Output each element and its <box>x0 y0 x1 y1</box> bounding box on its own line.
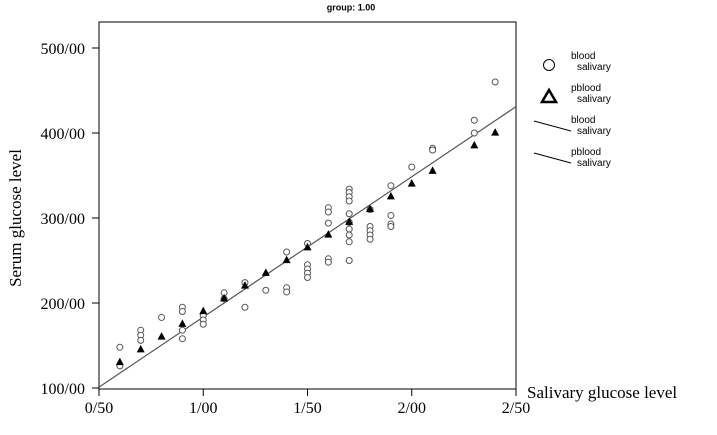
legend-label-line1: pblood <box>571 147 601 158</box>
data-point-circle <box>241 303 249 311</box>
data-point-triangle <box>115 357 124 366</box>
data-point-circle <box>324 258 332 266</box>
data-point-circle <box>470 129 478 137</box>
data-point-triangle <box>282 255 291 264</box>
x-axis-label: Salivary glucose level <box>527 383 677 402</box>
legend-triangle-icon <box>539 87 559 104</box>
data-point-circle <box>158 313 166 321</box>
data-point-circle <box>345 231 353 239</box>
data-point-triangle <box>240 281 249 289</box>
y-tick-label: 500/00 <box>41 41 85 58</box>
y-tick-label: 100/00 <box>41 381 85 398</box>
data-point-circle <box>387 182 395 190</box>
legend-label-line1: blood <box>571 115 595 126</box>
data-point-circle <box>345 238 353 246</box>
data-point-circle <box>491 78 499 86</box>
data-point-circle <box>178 335 186 343</box>
data-point-circle <box>283 248 291 256</box>
legend-label-line2: salivary <box>577 158 611 169</box>
legend-circle-icon <box>543 59 555 71</box>
data-point-triangle <box>345 217 354 225</box>
chart-title: group: 1.00 <box>327 2 376 12</box>
data-point-circle <box>199 320 207 328</box>
y-axis-label: Serum glucose level <box>6 149 25 287</box>
data-point-triangle <box>407 179 416 187</box>
data-point-triangle <box>261 268 270 276</box>
data-point-circle <box>116 343 124 351</box>
legend-label-line1: pblood <box>571 83 601 94</box>
data-point-circle <box>345 257 353 264</box>
data-point-triangle <box>491 128 500 136</box>
x-tick-label: 1/50 <box>293 400 321 417</box>
data-point-circle <box>324 208 332 216</box>
data-point-triangle <box>220 293 229 302</box>
tick-labels: 0/50 1/00 1/50 2/00 2/50 100/00 200/00 300/00 40… <box>41 41 531 417</box>
data-point-circle <box>387 223 395 230</box>
data-point-triangle <box>366 204 375 213</box>
data-point-circle <box>178 308 186 315</box>
data-points <box>115 78 500 370</box>
data-point-triangle <box>324 230 333 238</box>
legend: bloodsalivarypbloodsalivarybloodsalivary… <box>533 51 611 169</box>
axis-ticks <box>92 47 517 396</box>
legend-line-icon <box>533 152 572 164</box>
data-point-circle <box>408 163 416 171</box>
data-point-circle <box>345 225 353 233</box>
y-tick-label: 400/00 <box>41 126 85 143</box>
y-tick-label: 300/00 <box>41 211 85 228</box>
x-tick-label: 0/50 <box>85 400 113 417</box>
data-point-circle <box>345 197 353 205</box>
data-point-triangle <box>303 242 312 251</box>
data-point-circle <box>262 286 270 294</box>
y-tick-label: 200/00 <box>41 296 85 313</box>
data-point-circle <box>324 219 332 227</box>
data-point-triangle <box>157 332 166 340</box>
data-point-circle <box>283 288 291 296</box>
legend-line-icon <box>533 120 572 132</box>
data-point-circle <box>366 235 374 243</box>
data-point-circle <box>178 326 186 334</box>
data-point-circle <box>137 336 145 344</box>
legend-label-line2: salivary <box>577 94 611 105</box>
data-point-triangle <box>386 191 395 200</box>
data-point-circle <box>304 274 311 281</box>
data-point-circle <box>429 146 437 154</box>
x-tick-label: 2/00 <box>398 400 426 417</box>
x-tick-label: 1/00 <box>189 400 217 417</box>
data-point-triangle <box>428 166 437 174</box>
legend-label-line2: salivary <box>577 126 611 137</box>
data-point-triangle <box>199 306 208 315</box>
data-point-triangle <box>470 140 479 149</box>
x-tick-label: 2/50 <box>502 400 530 417</box>
data-point-triangle <box>136 344 145 353</box>
data-point-circle <box>345 210 353 218</box>
legend-label-line1: blood <box>571 51 595 62</box>
data-point-triangle <box>178 319 187 327</box>
data-point-circle <box>470 116 478 124</box>
data-point-circle <box>387 211 395 219</box>
legend-label-line2: salivary <box>577 62 611 73</box>
